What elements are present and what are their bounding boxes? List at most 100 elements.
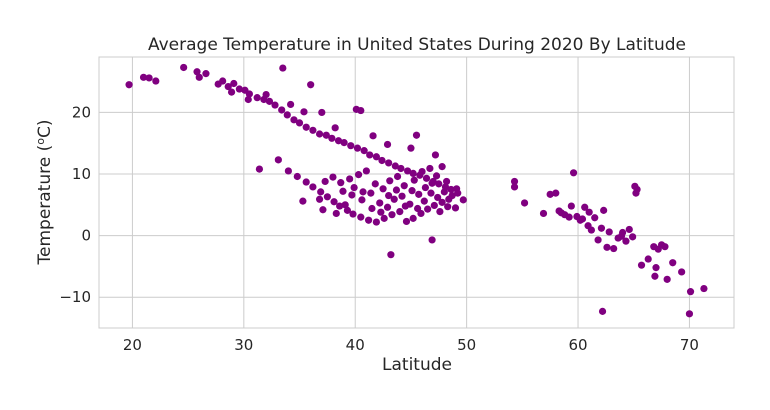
data-point	[428, 236, 436, 244]
data-point	[336, 202, 344, 210]
data-point	[302, 178, 310, 186]
data-point	[598, 307, 607, 315]
data-point	[434, 193, 442, 202]
data-point	[290, 116, 298, 124]
data-point	[539, 209, 548, 218]
data-point	[398, 192, 406, 200]
data-point	[546, 190, 554, 198]
data-point	[369, 132, 377, 140]
data-point	[663, 275, 671, 283]
data-point	[448, 191, 456, 200]
data-point	[323, 193, 331, 201]
data-point	[603, 243, 611, 251]
data-point	[346, 175, 354, 183]
data-point	[421, 183, 430, 192]
data-point	[410, 176, 418, 184]
data-point	[428, 179, 436, 187]
data-point	[388, 211, 396, 219]
data-point	[377, 208, 385, 216]
data-point	[274, 156, 282, 164]
data-point	[235, 85, 243, 93]
data-point	[224, 82, 232, 91]
data-point	[422, 174, 431, 182]
data-point	[278, 106, 286, 114]
data-point	[591, 214, 599, 222]
data-point	[255, 165, 264, 173]
y-tick-label: 10	[72, 165, 91, 183]
data-point	[329, 173, 337, 181]
chart-title: Average Temperature in United States Dur…	[148, 35, 686, 55]
data-point	[358, 196, 366, 204]
data-point	[409, 169, 417, 178]
data-point	[271, 101, 279, 109]
data-point	[510, 183, 519, 191]
data-point	[364, 216, 373, 224]
data-point	[420, 197, 428, 205]
data-point	[295, 119, 304, 127]
data-point	[424, 205, 432, 213]
data-point	[436, 207, 444, 216]
data-point	[390, 195, 398, 203]
data-point	[569, 169, 578, 177]
data-point	[585, 208, 593, 216]
data-point	[300, 108, 308, 116]
data-point	[332, 209, 340, 218]
y-tick-label: 20	[72, 103, 91, 121]
data-point	[318, 108, 326, 117]
data-point	[637, 261, 646, 269]
data-points	[125, 63, 708, 318]
data-point	[383, 203, 392, 211]
data-point	[353, 144, 362, 152]
data-point	[383, 140, 392, 149]
data-point	[430, 201, 438, 210]
data-point	[407, 144, 415, 152]
y-axis-title-unit: C)	[35, 120, 55, 139]
data-point	[283, 111, 291, 119]
data-point	[245, 90, 253, 98]
data-point	[617, 232, 626, 240]
data-point	[652, 264, 660, 272]
data-point	[435, 180, 443, 188]
data-point	[367, 189, 375, 197]
data-point	[376, 199, 384, 207]
data-point	[605, 228, 613, 236]
data-point	[378, 156, 386, 165]
data-point	[302, 123, 310, 131]
data-point	[451, 204, 460, 212]
data-point	[459, 196, 467, 204]
data-point	[661, 243, 669, 251]
data-point	[368, 204, 376, 213]
x-tick-label: 20	[123, 336, 142, 354]
data-point	[581, 203, 589, 211]
data-point	[587, 226, 596, 234]
data-point	[319, 206, 327, 214]
data-point	[397, 164, 405, 173]
data-point	[262, 90, 270, 99]
data-point	[625, 225, 633, 234]
data-point	[284, 167, 292, 175]
data-point	[379, 185, 387, 193]
data-point	[372, 153, 380, 161]
data-point	[414, 204, 422, 213]
data-point	[343, 206, 352, 214]
data-point	[412, 131, 421, 139]
x-tick-label: 50	[457, 336, 476, 354]
data-point	[453, 185, 461, 193]
data-point	[279, 64, 287, 72]
data-point	[354, 171, 363, 179]
data-point	[510, 177, 519, 186]
data-point	[321, 177, 329, 186]
data-point	[348, 191, 356, 199]
gridlines	[99, 57, 734, 328]
data-point	[180, 63, 188, 72]
data-point	[152, 77, 160, 85]
data-point	[253, 94, 261, 102]
data-point	[678, 268, 686, 276]
y-axis-title-superscript: o	[34, 138, 47, 145]
data-point	[669, 259, 677, 267]
x-axis-title: Latitude	[382, 355, 452, 375]
data-point	[145, 74, 153, 82]
data-point	[408, 187, 416, 195]
data-point	[371, 180, 379, 188]
data-point	[219, 77, 227, 85]
